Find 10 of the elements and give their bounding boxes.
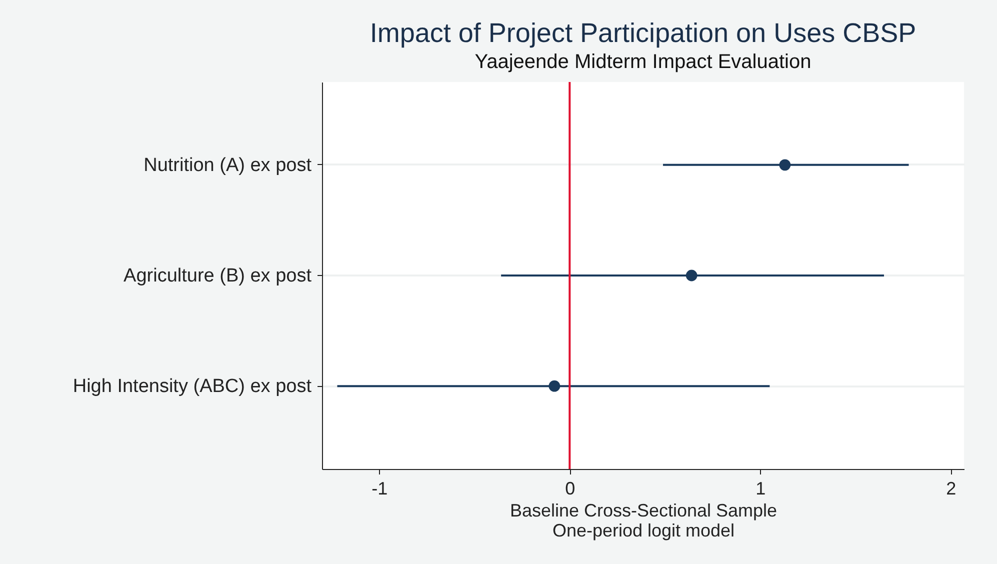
chart-subtitle: Yaajeende Midterm Impact Evaluation [474,51,812,73]
chart-title: Impact of Project Participation on Uses CBSP [370,18,916,48]
x-tick-label: 2 [946,478,956,498]
x-tick-label: 0 [565,478,576,498]
x-axis-title: Baseline Cross-Sectional Sample One-period logit model [510,500,778,540]
y-tick-label: High Intensity (ABC) ex post [72,376,312,398]
x-tick-label: -1 [372,478,388,498]
y-tick-label: Nutrition (A) ex post [144,154,312,176]
y-tick-label: Agriculture (B) ex post [124,266,312,286]
x-tick-label: 1 [756,478,766,498]
